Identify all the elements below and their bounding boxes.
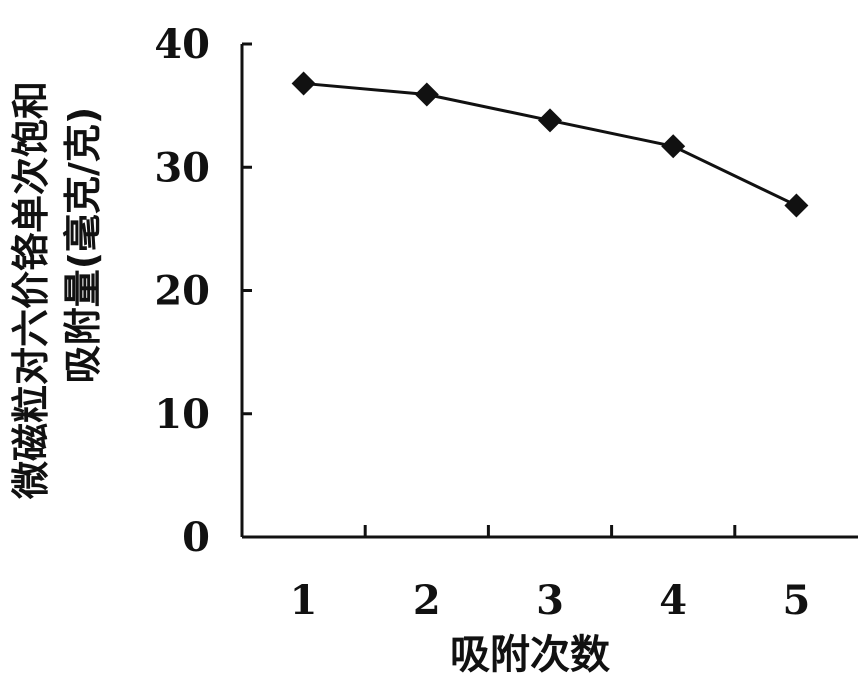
- series-layer: [291, 71, 809, 218]
- y-tick-label: 20: [154, 268, 210, 315]
- ticks: 0 10 20 30 40 1 2 3 4 5: [154, 21, 810, 624]
- data-point-diamond: [414, 82, 439, 107]
- x-tick-label: 5: [782, 577, 810, 624]
- y-axis-title-line-1: 微磁粒对六价铬单次饱和: [9, 81, 53, 500]
- y-tick-label: 30: [154, 144, 210, 191]
- x-tick-label: 3: [536, 577, 564, 624]
- series-line: [303, 81, 798, 207]
- x-tick-label: 1: [290, 577, 318, 624]
- data-point-diamond: [661, 134, 686, 159]
- data-point-diamond: [784, 193, 809, 218]
- x-axis-title: 吸附次数: [450, 632, 610, 678]
- data-point-diamond: [291, 71, 316, 96]
- x-tick-label: 2: [413, 577, 441, 624]
- label-layer: 吸附次数 微磁粒对六价铬单次饱和 吸附量(毫克/克): [9, 81, 610, 678]
- y-tick-label: 10: [154, 391, 210, 438]
- y-tick-label: 40: [154, 21, 210, 68]
- data-point-diamond: [538, 108, 562, 133]
- y-tick-label: 0: [182, 514, 210, 561]
- y-axis-title-line-2: 吸附量(毫克/克): [61, 107, 105, 384]
- x-tick-label: 4: [659, 577, 687, 624]
